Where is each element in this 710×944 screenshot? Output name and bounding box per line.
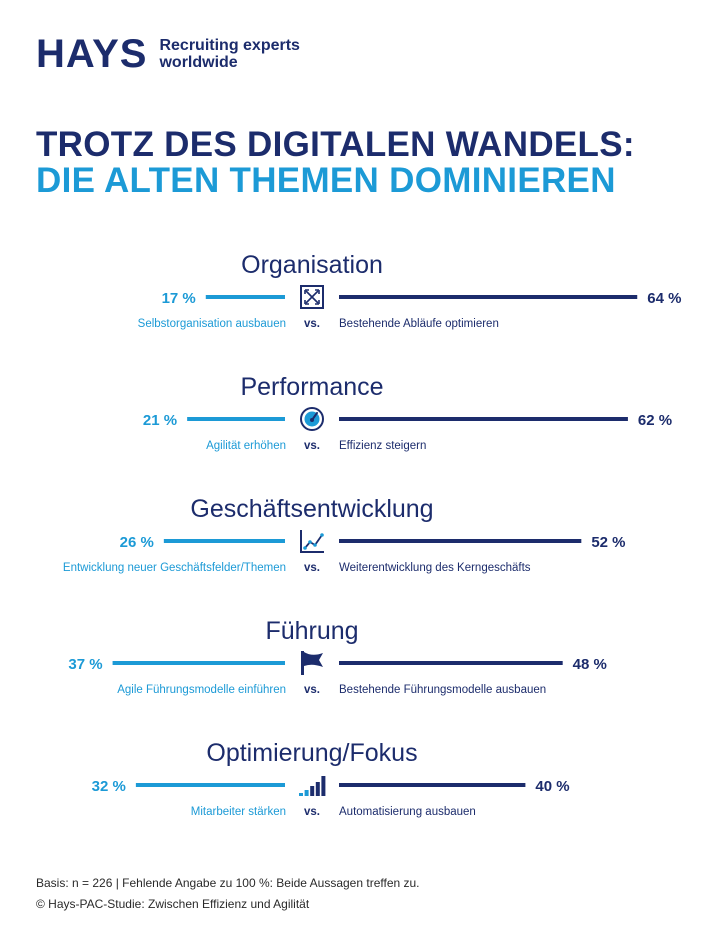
statement-left: Selbstorganisation ausbauen	[138, 318, 286, 330]
category-title: Geschäftsentwicklung	[190, 495, 433, 523]
statement-left: Agile Führungsmodelle einführen	[117, 684, 286, 696]
value-label-right: 52 %	[591, 534, 625, 551]
vs-label: vs.	[304, 440, 320, 452]
vs-label: vs.	[304, 684, 320, 696]
expand-arrows-icon	[300, 285, 324, 309]
statement-left: Mitarbeiter stärken	[191, 806, 286, 818]
category-title: Führung	[265, 617, 358, 645]
value-label-left: 37 %	[68, 656, 102, 673]
value-label-left: 32 %	[92, 778, 126, 795]
statement-right: Effizienz steigern	[339, 440, 426, 452]
headline-line-2: DIE ALTEN THEMEN DOMINIEREN	[36, 161, 616, 200]
logo-wordmark: HAYS	[36, 32, 148, 76]
statement-left: Entwicklung neuer Geschäftsfelder/Themen	[63, 562, 286, 574]
vs-label: vs.	[304, 806, 320, 818]
footer-source: © Hays-PAC-Studie: Zwischen Effizienz un…	[36, 897, 310, 911]
statement-right: Bestehende Führungsmodelle ausbauen	[339, 684, 546, 696]
value-label-right: 62 %	[638, 412, 672, 429]
category-title: Organisation	[241, 251, 383, 279]
value-label-right: 40 %	[535, 778, 569, 795]
growth-chart-icon	[300, 530, 324, 553]
signal-bars-icon	[299, 776, 326, 796]
speedometer-icon	[300, 407, 324, 431]
logo-tagline: Recruiting experts worldwide	[159, 37, 300, 71]
category-title: Performance	[240, 373, 383, 401]
value-label-right: 48 %	[573, 656, 607, 673]
value-label-left: 17 %	[162, 290, 196, 307]
flag-icon	[301, 651, 323, 675]
footer-basis: Basis: n = 226 | Fehlende Angabe zu 100 …	[36, 876, 420, 890]
value-label-right: 64 %	[647, 290, 681, 307]
vs-label: vs.	[304, 318, 320, 330]
vs-label: vs.	[304, 562, 320, 574]
category-title: Optimierung/Fokus	[206, 739, 417, 767]
value-label-left: 21 %	[143, 412, 177, 429]
statement-right: Bestehende Abläufe optimieren	[339, 318, 499, 330]
statement-right: Weiterentwicklung des Kerngeschäfts	[339, 562, 531, 574]
statement-left: Agilität erhöhen	[206, 440, 286, 452]
value-label-left: 26 %	[120, 534, 154, 551]
headline-line-1: TROTZ DES DIGITALEN WANDELS:	[36, 125, 635, 164]
hays-logo: HAYS Recruiting experts worldwide	[36, 34, 309, 74]
statement-right: Automatisierung ausbauen	[339, 806, 476, 818]
